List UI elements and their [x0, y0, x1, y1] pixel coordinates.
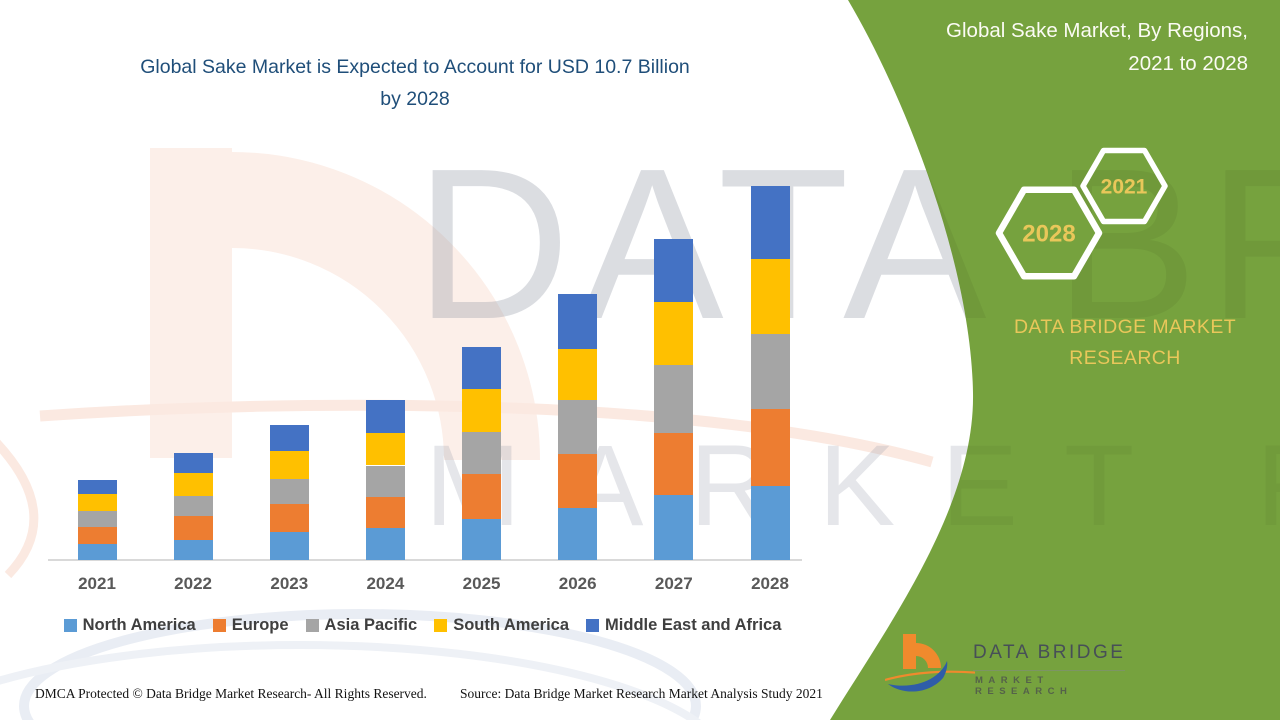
chart-title-line1: Global Sake Market is Expected to Accoun…	[140, 56, 690, 78]
bar-2021-south-america	[77, 493, 117, 511]
bar-2025-south-america	[462, 389, 502, 433]
bar-2027-north-america	[654, 495, 694, 561]
panel-brand-line2: RESEARCH	[1069, 347, 1181, 369]
hexagon-2028-badge: 2028	[995, 186, 1103, 280]
bar-2025-middle-east-and-africa	[462, 347, 502, 390]
bar-2027-middle-east-and-africa	[654, 239, 694, 303]
bar-2028-europe	[750, 409, 790, 487]
legend-item-middle-east-and-africa: Middle East and Africa	[586, 616, 781, 635]
x-axis-label-2021: 2021	[78, 574, 116, 593]
bar-2027-europe	[654, 433, 694, 496]
bar-2026-asia-pacific	[558, 400, 598, 455]
panel-brand-line1: DATA BRIDGE MARKET	[1013, 316, 1237, 338]
databridge-logo: DATA BRIDGE MARKET RESEARCH	[885, 630, 1145, 710]
panel-title-line1: Global Sake Market, By Regions,	[946, 19, 1248, 42]
dmca-copyright-text: DMCA Protected © Data Bridge Market Rese…	[35, 686, 427, 701]
legend-swatch-middle-east-and-africa	[586, 619, 600, 632]
bar-2024-north-america	[365, 528, 405, 560]
bar-2028-middle-east-and-africa	[750, 185, 790, 260]
bar-2024-asia-pacific	[365, 465, 405, 498]
databridge-logo-icon	[885, 634, 975, 692]
chart-title: Global Sake Market is Expected to Accoun…	[0, 51, 830, 115]
x-axis-label-2027: 2027	[654, 574, 693, 593]
bar-2023-south-america	[269, 451, 309, 480]
x-axis-line	[48, 559, 802, 561]
bar-2026-north-america	[558, 508, 598, 560]
bar-2027-asia-pacific	[654, 365, 694, 434]
chart-legend: North America Europe Asia Pacific South Ame…	[0, 616, 845, 635]
legend-label-asia-pacific: Asia Pacific	[324, 616, 418, 634]
x-axis-label-2022: 2022	[174, 574, 212, 593]
bar-2025-north-america	[462, 519, 502, 560]
bar-2024-south-america	[365, 432, 405, 466]
bar-2025-asia-pacific	[462, 432, 502, 475]
logo-subtitle-text: MARKET RESEARCH	[975, 675, 1073, 697]
source-attribution-text: Source: Data Bridge Market Research Mark…	[460, 686, 823, 701]
legend-label-north-america: North America	[82, 616, 196, 634]
legend-label-south-america: South America	[453, 616, 570, 634]
logo-name-text: DATA BRIDGE	[973, 642, 1126, 663]
bar-2024-europe	[365, 497, 405, 529]
legend-item-south-america: South America	[434, 616, 569, 635]
bar-2023-europe	[269, 504, 309, 532]
panel-title-line2: 2021 to 2028	[1128, 52, 1248, 75]
legend-swatch-south-america	[434, 619, 448, 632]
bar-2026-middle-east-and-africa	[558, 293, 598, 349]
x-axis-label-2025: 2025	[462, 574, 501, 593]
bar-2021-europe	[77, 526, 117, 544]
x-axis-label-2026: 2026	[558, 574, 597, 593]
bar-2021-middle-east-and-africa	[77, 479, 117, 494]
bar-2023-north-america	[269, 532, 309, 560]
bar-2021-asia-pacific	[77, 510, 117, 527]
x-axis-label-2024: 2024	[366, 574, 405, 593]
x-axis-label-2023: 2023	[270, 574, 309, 593]
legend-item-north-america: North America	[63, 616, 196, 635]
bar-2024-middle-east-and-africa	[365, 399, 405, 433]
hexagon-2028-label: 2028	[1022, 221, 1075, 248]
bar-2022-north-america	[173, 540, 213, 560]
bar-2025-europe	[462, 474, 502, 519]
hexagon-2021-badge: 2021	[1080, 147, 1168, 225]
legend-label-europe: Europe	[231, 616, 289, 634]
panel-title: Global Sake Market, By Regions, 2021 to …	[828, 14, 1248, 80]
bar-2028-asia-pacific	[750, 334, 790, 410]
bar-2022-europe	[173, 516, 213, 541]
legend-swatch-asia-pacific	[305, 619, 319, 632]
hexagon-2021-label: 2021	[1101, 176, 1148, 199]
bar-2023-asia-pacific	[269, 479, 309, 504]
bar-2026-europe	[558, 454, 598, 509]
bar-2027-south-america	[654, 302, 694, 366]
bar-2026-south-america	[558, 348, 598, 401]
bar-2028-south-america	[750, 259, 790, 335]
bar-2022-asia-pacific	[173, 496, 213, 517]
legend-item-europe: Europe	[212, 616, 289, 635]
chart-title-line2: by 2028	[380, 88, 450, 110]
hexagon-year-badges: 2021 2028	[995, 147, 1168, 280]
x-axis-label-2028: 2028	[751, 574, 789, 593]
legend-swatch-europe	[212, 619, 226, 632]
legend-swatch-north-america	[63, 619, 77, 632]
logo-divider	[973, 670, 1125, 671]
panel-brand-text: DATA BRIDGE MARKET RESEARCH	[960, 312, 1280, 374]
legend-item-asia-pacific: Asia Pacific	[305, 616, 418, 635]
bar-2022-middle-east-and-africa	[173, 453, 213, 474]
bar-2023-middle-east-and-africa	[269, 425, 309, 452]
bar-2022-south-america	[173, 473, 213, 497]
bar-2028-north-america	[750, 486, 790, 560]
legend-label-middle-east-and-africa: Middle East and Africa	[605, 616, 782, 634]
bar-2021-north-america	[77, 543, 117, 560]
